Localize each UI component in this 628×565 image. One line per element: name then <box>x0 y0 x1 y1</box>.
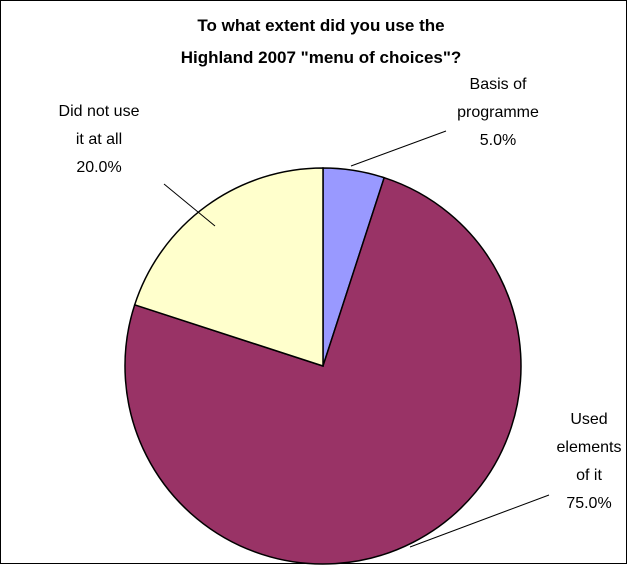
slice-basis-of-programme-label: Basis of programme 5.0% <box>457 76 539 149</box>
slice-used-elements-leader-line <box>409 494 550 548</box>
slice-did-not-use-leader-line <box>163 183 216 227</box>
slice-did-not-use-label-line-3: 20.0% <box>76 159 121 176</box>
slice-used-elements-label-line-3: of it <box>576 467 602 484</box>
slice-basis-of-programme-label-line-2: programme <box>457 104 539 121</box>
chart-title-line-1: To what extent did you use the <box>197 16 444 35</box>
slice-did-not-use <box>133 167 324 368</box>
slice-used-elements-label-line-1: Used <box>570 411 607 428</box>
slice-did-not-use-label-line-2: it at all <box>76 131 122 148</box>
slice-did-not-use-label: Did not use it at all 20.0% <box>59 103 140 176</box>
slice-used-elements-label-line-2: elements <box>557 439 622 456</box>
slice-used-elements-label: Used elements of it 75.0% <box>557 411 622 512</box>
slice-basis-of-programme-label-line-1: Basis of <box>470 76 527 93</box>
slice-did-not-use-label-line-1: Did not use <box>59 103 140 120</box>
slice-basis-of-programme-leader-line <box>350 130 447 167</box>
slice-used-elements <box>124 176 522 565</box>
slice-basis-of-programme-label-line-3: 5.0% <box>480 132 516 149</box>
slice-used-elements-label-line-4: 75.0% <box>566 495 611 512</box>
chart-title-line-2: Highland 2007 "menu of choices"? <box>181 48 462 67</box>
